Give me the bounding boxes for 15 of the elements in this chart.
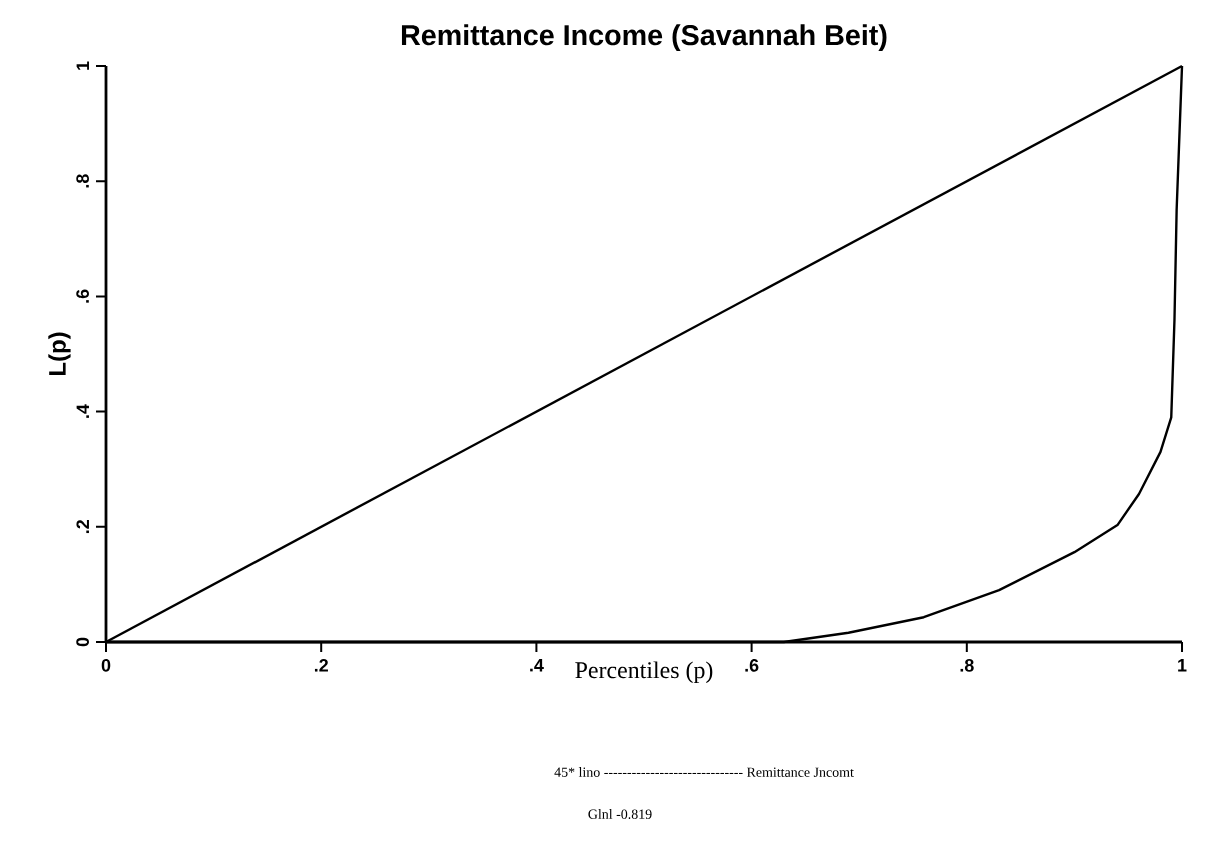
- x-tick-label: 1: [1178, 659, 1187, 672]
- x-axis-title: Percentiles (p): [575, 661, 713, 684]
- x-tick-label: .6: [745, 659, 759, 672]
- x-tick-label: 0: [101, 659, 111, 672]
- y-tick-label: 0: [76, 637, 89, 647]
- y-tick-label: .6: [76, 289, 89, 303]
- y-tick-label: .2: [76, 520, 89, 534]
- y-tick-label: .8: [76, 174, 89, 188]
- x-tick-label: .4: [530, 659, 544, 672]
- chart-title: Remittance Income (Savannah Beit): [401, 24, 887, 52]
- y-tick-label: 1: [76, 61, 89, 70]
- x-tick-label: .2: [314, 659, 328, 672]
- y-tick-label: .4: [76, 404, 89, 418]
- x-tick-label: .8: [960, 659, 974, 672]
- y-axis-title: L(p): [48, 332, 71, 375]
